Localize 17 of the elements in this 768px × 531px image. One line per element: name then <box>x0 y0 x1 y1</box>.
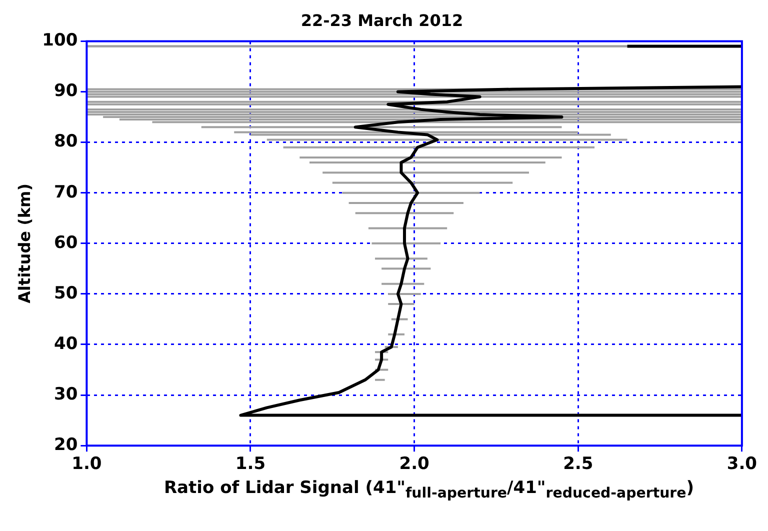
x-tick-label: 3.0 <box>726 454 758 474</box>
y-tick-label: 20 <box>54 435 78 456</box>
chart-title: 22-23 March 2012 <box>300 10 464 30</box>
y-tick-label: 100 <box>42 30 78 51</box>
x-tick-label: 1.5 <box>235 454 266 474</box>
x-tick-label: 2.5 <box>563 454 594 474</box>
y-tick-label: 80 <box>54 132 78 152</box>
y-tick-label: 90 <box>54 81 78 102</box>
y-tick-label: 60 <box>54 232 78 253</box>
y-tick-label: 30 <box>54 384 78 404</box>
y-tick-label: 70 <box>54 182 78 202</box>
y-axis-title: Altitude (km) <box>14 183 34 304</box>
y-tick-label: 40 <box>54 334 78 354</box>
x-tick-label: 2.0 <box>399 454 430 474</box>
x-tick-label: 1.0 <box>72 454 102 474</box>
y-tick-label: 50 <box>54 283 78 304</box>
x-axis-title: Ratio of Lidar Signal (41"$_{full-aperture}$/41"$_{reduced-aperture}$) <box>162 478 696 502</box>
